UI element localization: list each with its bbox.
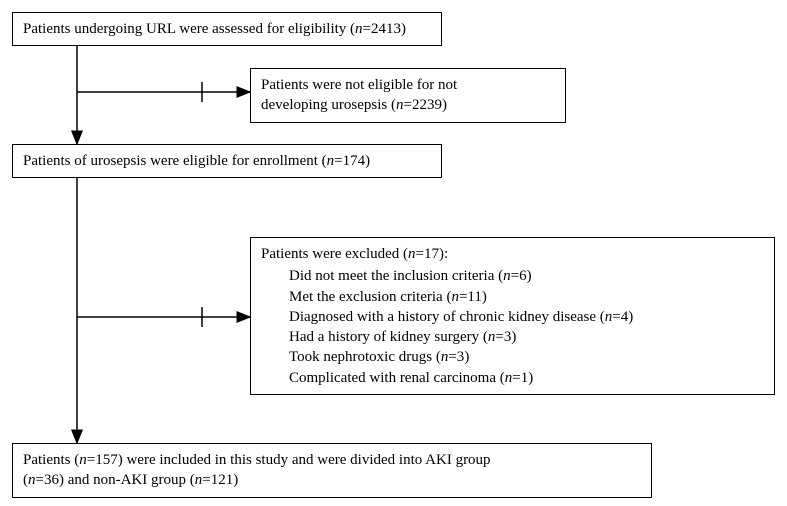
n-value: =11 bbox=[459, 289, 482, 305]
n-value: =3 bbox=[495, 329, 511, 345]
excluded-item: Diagnosed with a history of chronic kidn… bbox=[261, 307, 764, 327]
text-post: ) bbox=[365, 153, 370, 169]
text: Patients undergoing URL were assessed fo… bbox=[23, 21, 355, 37]
line2-pre: developing urosepsis ( bbox=[261, 97, 396, 113]
n2-value: =121 bbox=[202, 472, 233, 488]
n-italic: n bbox=[408, 246, 416, 262]
n-value: =1 bbox=[512, 370, 528, 386]
n-italic: n bbox=[451, 289, 459, 305]
n-italic: n bbox=[28, 472, 36, 488]
n-value: =17 bbox=[416, 246, 439, 262]
line1: Patients were not eligible for not bbox=[261, 75, 555, 95]
n-value: =3 bbox=[448, 349, 464, 365]
item-pre: Had a history of kidney surgery ( bbox=[289, 329, 488, 345]
n-value: =4 bbox=[612, 309, 628, 325]
title-post: ): bbox=[439, 246, 448, 262]
n-value: =6 bbox=[511, 268, 527, 284]
n-value: =174 bbox=[334, 153, 365, 169]
node-included: Patients (n=157) were included in this s… bbox=[12, 443, 652, 498]
n1-value: =36 bbox=[36, 472, 59, 488]
item-pre: Took nephrotoxic drugs ( bbox=[289, 349, 441, 365]
item-post: ) bbox=[528, 370, 533, 386]
title-pre: Patients were excluded ( bbox=[261, 246, 408, 262]
n-italic: n bbox=[355, 21, 363, 37]
text-post: ) bbox=[401, 21, 406, 37]
n-value: =2413 bbox=[363, 21, 401, 37]
node-assessed: Patients undergoing URL were assessed fo… bbox=[12, 12, 442, 46]
excluded-item: Had a history of kidney surgery (n=3) bbox=[261, 327, 764, 347]
n-value: =2239 bbox=[403, 97, 441, 113]
excluded-item: Took nephrotoxic drugs (n=3) bbox=[261, 347, 764, 367]
l1a: Patients ( bbox=[23, 452, 79, 468]
excluded-item: Met the exclusion criteria (n=11) bbox=[261, 287, 764, 307]
item-pre: Diagnosed with a history of chronic kidn… bbox=[289, 309, 605, 325]
l2b: ) and non-AKI group ( bbox=[59, 472, 195, 488]
item-post: ) bbox=[527, 268, 532, 284]
excluded-item: Did not meet the inclusion criteria (n=6… bbox=[261, 266, 764, 286]
node-excluded: Patients were excluded (n=17): Did not m… bbox=[250, 237, 775, 395]
l2c: ) bbox=[233, 472, 238, 488]
item-post: ) bbox=[464, 349, 469, 365]
text: Patients of urosepsis were eligible for … bbox=[23, 153, 327, 169]
item-pre: Complicated with renal carcinoma ( bbox=[289, 370, 505, 386]
flowchart-canvas: Patients undergoing URL were assessed fo… bbox=[12, 12, 775, 494]
text-post: ) bbox=[442, 97, 447, 113]
n-value: =157 bbox=[87, 452, 118, 468]
l1b: ) were included in this study and were d… bbox=[118, 452, 491, 468]
excluded-item: Complicated with renal carcinoma (n=1) bbox=[261, 368, 764, 388]
node-not-eligible: Patients were not eligible for not devel… bbox=[250, 68, 566, 123]
n-italic: n bbox=[503, 268, 511, 284]
item-post: ) bbox=[482, 289, 487, 305]
node-eligible: Patients of urosepsis were eligible for … bbox=[12, 144, 442, 178]
item-pre: Did not meet the inclusion criteria ( bbox=[289, 268, 503, 284]
item-post: ) bbox=[511, 329, 516, 345]
n-italic: n bbox=[79, 452, 87, 468]
item-post: ) bbox=[628, 309, 633, 325]
item-pre: Met the exclusion criteria ( bbox=[289, 289, 451, 305]
